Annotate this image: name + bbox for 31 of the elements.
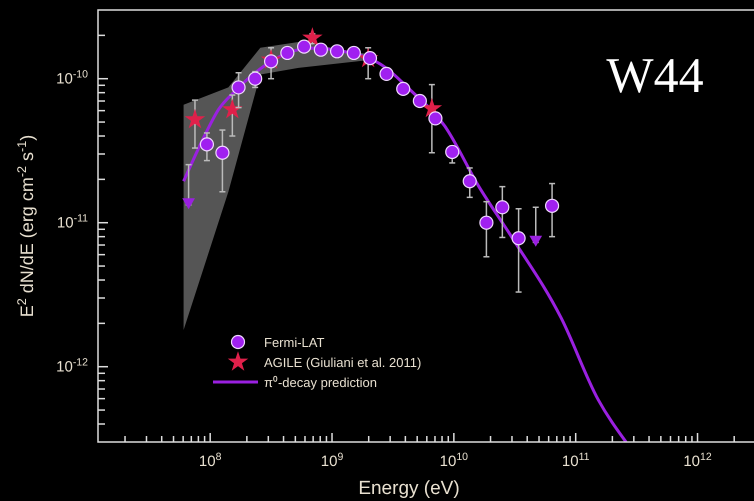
point [412,94,427,108]
x-tick-label: 10$^{8}$ [198,451,222,470]
point [495,200,510,214]
legend-label: Fermi-LAT [264,335,324,350]
point [200,137,214,152]
point [428,111,443,126]
point [445,144,460,160]
text: W44 [606,47,704,103]
point [346,46,361,60]
legend-label: AGILE (Giuliani et al. 2011) [264,355,422,370]
point [280,46,294,60]
legend-label: π⁰-decay prediction [264,375,377,390]
point [330,44,344,58]
point [396,82,410,96]
x-tick-label: 10$^{12}$ [683,451,712,470]
point [379,66,394,81]
point [479,216,494,230]
point [297,40,312,54]
x-axis-title: Energy (eV) [358,478,460,499]
x-tick-label: 10$^{9}$ [320,451,344,470]
point [231,80,246,95]
y-tick-label: 10$^{-10}$ [56,68,88,88]
point [248,72,262,86]
y-tick-label: 10$^{-12}$ [56,356,88,376]
point [462,174,477,188]
point [314,42,328,57]
point [215,146,230,160]
point [512,231,526,246]
x-tick-label: 10$^{11}$ [562,451,590,470]
x-tick-label: 10$^{10}$ [440,451,468,470]
y-tick-label: 10$^{-11}$ [56,212,88,232]
